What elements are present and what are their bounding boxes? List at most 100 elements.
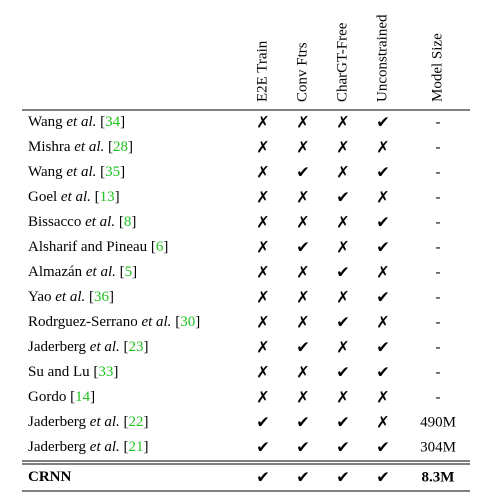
- method-text: Wang: [28, 164, 66, 180]
- method-text: et al.: [66, 114, 96, 130]
- cell-mark: ✔: [376, 213, 389, 232]
- method-name: Mishra et al. [28]: [28, 139, 133, 155]
- method-text: [: [171, 314, 180, 330]
- method-text: [: [91, 189, 100, 205]
- cell-mark: ✔: [296, 468, 309, 487]
- cell-mark: ✗: [296, 263, 309, 282]
- method-text: ]: [131, 214, 136, 230]
- method-name: Goel et al. [13]: [28, 189, 120, 205]
- cell-mark: ✗: [376, 313, 389, 332]
- cell-mark: ✗: [336, 163, 349, 182]
- method-text: 21: [129, 439, 144, 455]
- method-text: 35: [105, 164, 120, 180]
- method-text: ]: [120, 164, 125, 180]
- cell-mark: ✗: [376, 413, 389, 432]
- cell-mark: ✔: [336, 188, 349, 207]
- model-size: -: [436, 289, 441, 305]
- cell-mark: ✔: [336, 363, 349, 382]
- cell-mark: ✔: [296, 238, 309, 257]
- method-text: et al.: [86, 264, 116, 280]
- cell-mark: ✗: [376, 188, 389, 207]
- method-text: 36: [94, 289, 110, 305]
- method-name: Su and Lu [33]: [28, 364, 118, 380]
- method-text: 5: [125, 264, 133, 280]
- method-text: [: [96, 114, 105, 130]
- cell-mark: ✔: [376, 363, 389, 382]
- cell-mark: ✔: [256, 438, 269, 457]
- method-name: Wang et al. [35]: [28, 164, 125, 180]
- method-text: 30: [180, 314, 195, 330]
- method-name: Almazán et al. [5]: [28, 264, 137, 280]
- cell-mark: ✔: [376, 163, 389, 182]
- method-text: ]: [132, 264, 137, 280]
- method-text: 23: [129, 339, 144, 355]
- method-text: [: [120, 439, 129, 455]
- method-text: [: [120, 339, 129, 355]
- cell-mark: ✗: [256, 263, 269, 282]
- cell-mark: ✗: [256, 138, 269, 157]
- method-text: ]: [195, 314, 200, 330]
- method-text: Mishra: [28, 139, 74, 155]
- cell-mark: ✔: [336, 438, 349, 457]
- cell-mark: ✔: [336, 263, 349, 282]
- method-text: ]: [113, 364, 118, 380]
- cell-mark: ✔: [376, 113, 389, 132]
- method-text: et al.: [55, 289, 85, 305]
- cell-mark: ✗: [296, 188, 309, 207]
- cell-mark: ✗: [296, 313, 309, 332]
- method-text: ]: [144, 439, 149, 455]
- method-text: et al.: [141, 314, 171, 330]
- cell-mark: ✔: [296, 413, 309, 432]
- method-name: Jaderberg et al. [21]: [28, 439, 149, 455]
- method-name: CRNN: [28, 469, 71, 485]
- model-size: -: [436, 264, 441, 280]
- cell-mark: ✗: [256, 338, 269, 357]
- cell-mark: ✗: [256, 213, 269, 232]
- method-text: Su and Lu [: [28, 364, 98, 380]
- cell-mark: ✗: [296, 388, 309, 407]
- method-text: [: [115, 214, 124, 230]
- cell-mark: ✗: [296, 363, 309, 382]
- method-text: et al.: [90, 339, 120, 355]
- method-text: Jaderberg: [28, 339, 90, 355]
- model-size: -: [436, 389, 441, 405]
- model-size: -: [436, 239, 441, 255]
- column-header: E2E Train: [254, 40, 270, 102]
- method-text: 33: [98, 364, 113, 380]
- cell-mark: ✗: [336, 238, 349, 257]
- cell-mark: ✗: [256, 188, 269, 207]
- method-text: CRNN: [28, 469, 71, 485]
- method-text: 34: [105, 114, 121, 130]
- model-size: -: [436, 214, 441, 230]
- cell-mark: ✗: [336, 113, 349, 132]
- cell-mark: ✗: [296, 213, 309, 232]
- method-text: ]: [144, 339, 149, 355]
- method-name: Wang et al. [34]: [28, 114, 125, 130]
- method-text: Yao: [28, 289, 55, 305]
- method-text: Jaderberg: [28, 414, 90, 430]
- method-text: et al.: [85, 214, 115, 230]
- cell-mark: ✗: [296, 138, 309, 157]
- cell-mark: ✗: [256, 163, 269, 182]
- method-text: [: [120, 414, 129, 430]
- method-name: Bissacco et al. [8]: [28, 214, 136, 230]
- cell-mark: ✔: [256, 468, 269, 487]
- cell-mark: ✔: [296, 438, 309, 457]
- cell-mark: ✔: [376, 288, 389, 307]
- method-text: et al.: [66, 164, 96, 180]
- column-header: Conv Ftrs: [294, 42, 310, 102]
- method-text: et al.: [90, 439, 120, 455]
- method-text: [: [116, 264, 125, 280]
- cell-mark: ✗: [256, 313, 269, 332]
- cell-mark: ✗: [336, 213, 349, 232]
- method-text: [: [96, 164, 105, 180]
- cell-mark: ✗: [296, 288, 309, 307]
- cell-mark: ✔: [336, 413, 349, 432]
- cell-mark: ✔: [376, 338, 389, 357]
- method-text: Goel: [28, 189, 61, 205]
- method-text: et al.: [61, 189, 91, 205]
- model-size: -: [436, 139, 441, 155]
- cell-mark: ✗: [256, 363, 269, 382]
- cell-mark: ✗: [256, 288, 269, 307]
- method-name: Jaderberg et al. [22]: [28, 414, 149, 430]
